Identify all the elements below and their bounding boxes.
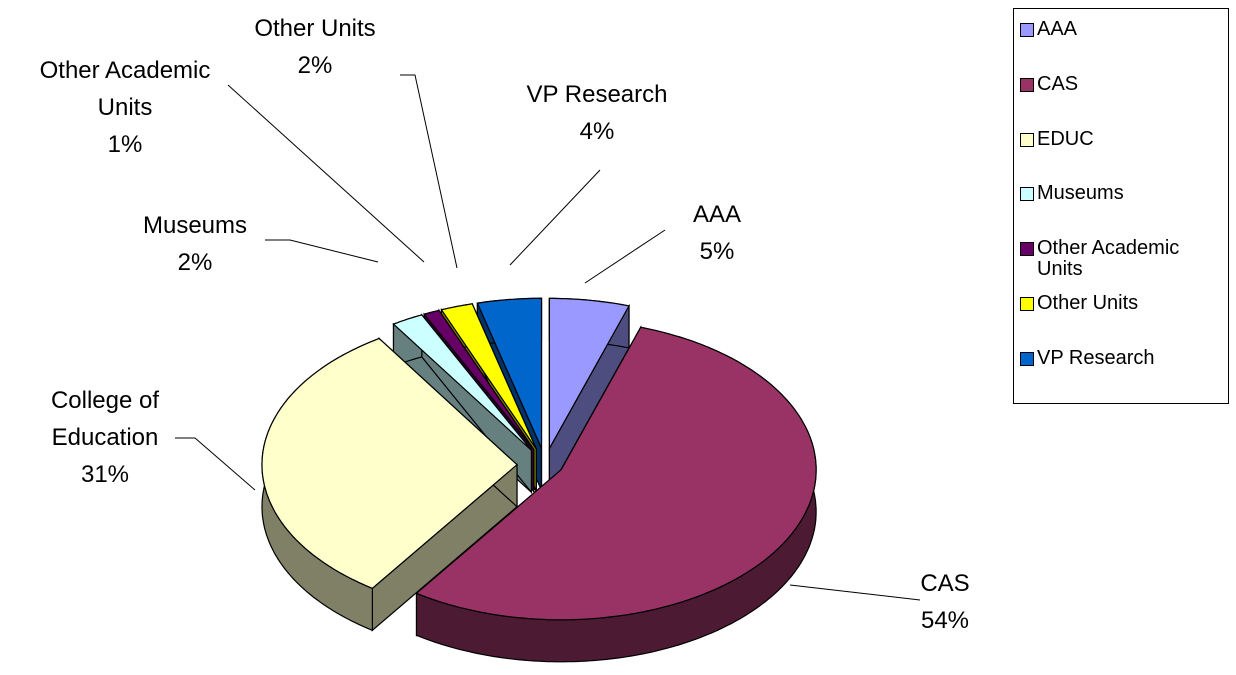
leader-line bbox=[227, 84, 425, 263]
legend-entry: Other Units bbox=[1020, 293, 1138, 314]
label-value: 2% bbox=[297, 52, 333, 79]
legend-entry: Other Academic Units bbox=[1020, 238, 1226, 280]
legend-entry: Museums bbox=[1020, 183, 1124, 204]
leader-line bbox=[175, 437, 256, 491]
slice-top bbox=[261, 337, 518, 589]
legend-swatch bbox=[1020, 242, 1034, 256]
label-name: Other Units bbox=[254, 15, 376, 42]
legend-swatch bbox=[1020, 78, 1034, 92]
legend-label: Other Units bbox=[1037, 292, 1139, 314]
leader-line bbox=[509, 169, 601, 266]
label-name: Museums bbox=[142, 212, 248, 239]
pie-slice bbox=[392, 313, 532, 494]
legend-swatch bbox=[1020, 187, 1034, 201]
slice-top bbox=[476, 297, 543, 449]
label-value: 1% bbox=[107, 131, 143, 158]
legend: AAA CAS EDUC Museums Other Academic Units Oth… bbox=[1013, 8, 1229, 404]
pie-slice bbox=[415, 324, 817, 663]
legend-swatch bbox=[1020, 352, 1034, 366]
legend-entry: VP Research bbox=[1020, 348, 1154, 369]
legend-label: Other Academic Units bbox=[1037, 237, 1180, 280]
legend-swatch bbox=[1020, 23, 1034, 37]
legend-entry: EDUC bbox=[1020, 129, 1094, 150]
leader-line bbox=[789, 584, 921, 601]
label-name: VP Research bbox=[526, 81, 668, 108]
legend-label: VP Research bbox=[1037, 347, 1155, 369]
slice-top bbox=[423, 309, 535, 450]
label-value: 54% bbox=[920, 607, 970, 634]
label-value: 2% bbox=[177, 249, 213, 276]
label-name: College of Education bbox=[50, 387, 160, 451]
legend-label: EDUC bbox=[1037, 128, 1094, 150]
label-name: CAS bbox=[920, 570, 970, 597]
label-value: 5% bbox=[699, 238, 735, 265]
slice-top bbox=[392, 314, 532, 451]
legend-swatch bbox=[1020, 133, 1034, 147]
legend-entry: AAA bbox=[1020, 19, 1077, 40]
slice-top bbox=[548, 297, 630, 451]
data-label: CAS 54% bbox=[905, 565, 985, 639]
label-name: AAA bbox=[692, 201, 742, 228]
leader-line bbox=[584, 229, 666, 284]
slice-top bbox=[415, 326, 817, 621]
legend-label: Museums bbox=[1037, 182, 1124, 204]
legend-entry: CAS bbox=[1020, 74, 1078, 95]
data-label: VP Research 4% bbox=[487, 76, 707, 150]
data-label: College of Education 31% bbox=[25, 382, 185, 493]
legend-label: AAA bbox=[1037, 18, 1078, 40]
pie-slice bbox=[261, 337, 518, 632]
legend-label: CAS bbox=[1037, 73, 1079, 95]
data-label: Other Units 2% bbox=[235, 10, 395, 84]
label-value: 31% bbox=[80, 461, 130, 488]
label-name: Other Academic Units bbox=[39, 57, 211, 121]
slice-top bbox=[440, 303, 537, 450]
leader-line bbox=[265, 239, 379, 263]
label-value: 4% bbox=[579, 118, 615, 145]
data-label: Other Academic Units 1% bbox=[10, 52, 240, 163]
pie-slice bbox=[548, 297, 630, 493]
legend-swatch bbox=[1020, 297, 1034, 311]
data-label: Museums 2% bbox=[115, 207, 275, 281]
leader-line bbox=[400, 74, 458, 269]
data-label: AAA 5% bbox=[677, 196, 757, 270]
